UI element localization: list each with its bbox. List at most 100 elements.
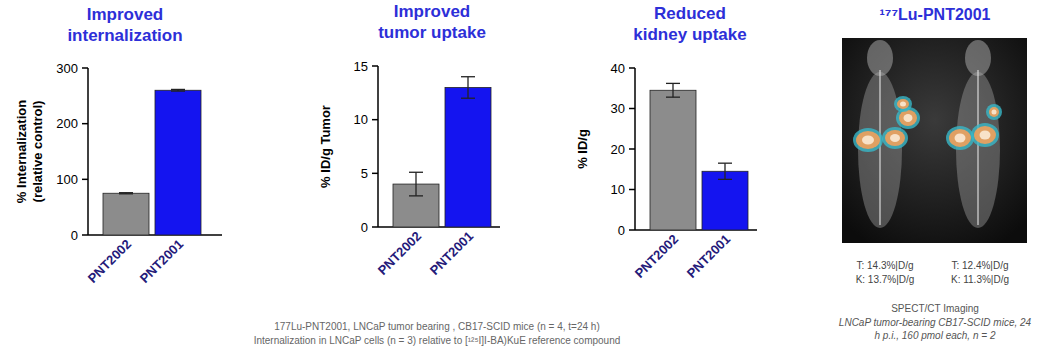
- y-tick: [372, 65, 378, 67]
- panel-caption: SPECT/CT Imaging: [891, 303, 979, 314]
- title-line: Reduced: [654, 4, 726, 23]
- footnote: 177Lu-PNT2001, LNCaP tumor bearing , CB1…: [274, 321, 600, 332]
- uptake-spot: [989, 107, 999, 117]
- error-stem: [672, 83, 673, 97]
- uptake-core: [955, 134, 966, 143]
- uptake-halo: [882, 127, 908, 149]
- y-tick-label: 0: [618, 223, 625, 238]
- y-tick: [629, 148, 635, 150]
- uptake-core: [900, 102, 906, 107]
- image-panel: ¹⁷⁷Lu-PNT2001 T: 14.3%|D/g K: 13.7%|D/g T: …: [839, 6, 1032, 341]
- marks: [103, 89, 201, 235]
- uptake-halo: [986, 104, 1002, 120]
- panel-note: LNCaP tumor-bearing CB17-SCID mice, 24: [839, 317, 1032, 328]
- panel-title: ¹⁷⁷Lu-PNT2001: [880, 6, 991, 23]
- error-bar: [171, 89, 185, 91]
- uptake-label: K: 13.7%|D/g: [856, 274, 915, 285]
- bar: [650, 90, 696, 230]
- error-cap: [718, 163, 732, 164]
- scan-image: [842, 38, 1027, 243]
- chart: Reducedkidney uptake% ID/g010203040PNT20…: [575, 4, 757, 281]
- error-cap: [119, 193, 133, 194]
- y-tick-label: 5: [361, 166, 368, 181]
- y-tick: [629, 229, 635, 231]
- y-tick: [372, 226, 378, 228]
- uptake-halo: [971, 123, 999, 147]
- uptake-halo: [894, 96, 912, 112]
- y-tick: [82, 67, 88, 69]
- y-tick-label: 10: [354, 112, 368, 127]
- y-tick: [372, 119, 378, 121]
- footnote: Internalization in LNCaP cells (n = 3) r…: [254, 335, 621, 346]
- error-bar: [409, 172, 423, 196]
- marks: [393, 77, 491, 227]
- error-bar: [119, 193, 133, 194]
- y-tick-label: 20: [611, 142, 625, 157]
- title-line: kidney uptake: [633, 25, 746, 44]
- y-tick-label: 15: [354, 59, 368, 74]
- chart-title: Improved tumor uptake: [378, 2, 486, 42]
- uptake-halo: [853, 128, 883, 152]
- error-cap: [666, 83, 680, 84]
- bar: [445, 87, 491, 227]
- error-bar: [718, 163, 732, 179]
- y-tick-label: 0: [361, 220, 368, 235]
- y-tick: [82, 123, 88, 125]
- error-cap: [409, 172, 423, 173]
- y-axis-label: % Internalization(relative control): [14, 100, 45, 203]
- x-tick-label: PNT2002: [375, 229, 424, 278]
- label-line: % Internalization: [14, 100, 29, 203]
- y-tick-label: 0: [71, 228, 78, 243]
- x-tick-label: PNT2002: [632, 232, 681, 281]
- panel-note: h p.i., 160 pmol each, n = 2: [875, 330, 996, 341]
- uptake-label: T: 14.3%|D/g: [856, 260, 913, 271]
- uptake-core: [890, 134, 900, 142]
- y-tick: [372, 173, 378, 175]
- y-tick-label: 10: [611, 182, 625, 197]
- error-cap: [461, 98, 475, 99]
- y-tick-label: 100: [56, 172, 78, 187]
- uptake-core: [992, 110, 997, 115]
- chart-title: Reduced kidney uptake: [633, 4, 746, 44]
- uptake-spot: [899, 110, 917, 126]
- spine: [977, 70, 979, 225]
- y-tick-label: 200: [56, 116, 78, 131]
- chart: Improvedinternalization % Internalization…: [14, 5, 222, 286]
- y-axis-label: % ID/g Tumor: [318, 105, 333, 188]
- uptake-label: T: 12.4%|D/g: [951, 260, 1008, 271]
- uptake-spot: [949, 129, 971, 147]
- title-line: Improved: [87, 5, 164, 24]
- uptake-halo: [946, 126, 974, 150]
- y-tick: [82, 234, 88, 236]
- y-tick: [629, 189, 635, 191]
- uptake-spot: [897, 99, 909, 109]
- uptake-spot: [856, 131, 880, 149]
- x-tick-label: PNT2001: [137, 237, 186, 286]
- y-axis: [377, 66, 379, 227]
- label-line: % ID/g: [575, 129, 590, 169]
- title-line: tumor uptake: [378, 23, 486, 42]
- figure: Improvedinternalization % Internalization…: [0, 0, 1049, 353]
- x-tick-label: PNT2001: [684, 232, 733, 281]
- chart-title: Improvedinternalization: [67, 5, 182, 45]
- title-line: Improved: [394, 2, 471, 21]
- error-cap: [666, 97, 680, 98]
- error-cap: [409, 195, 423, 196]
- uptake-spot: [885, 130, 905, 146]
- y-tick: [629, 108, 635, 110]
- uptake-core: [904, 114, 913, 122]
- chart: Improved tumor uptake % ID/g Tumor 0 5 10 15 PN…: [318, 2, 500, 278]
- y-axis-label: % ID/g: [575, 129, 590, 169]
- x-tick-label: PNT2002: [85, 237, 134, 286]
- y-tick: [629, 67, 635, 69]
- error-cap: [171, 89, 185, 90]
- uptake-spot: [974, 126, 996, 144]
- bar: [155, 90, 201, 235]
- error-cap: [461, 76, 475, 77]
- y-tick-label: 300: [56, 61, 78, 76]
- y-tick-label: 30: [611, 101, 625, 116]
- error-stem: [415, 172, 416, 196]
- y-axis: [87, 68, 89, 235]
- error-bar: [666, 83, 680, 97]
- uptake-label: K: 11.3%|D/g: [951, 274, 1009, 285]
